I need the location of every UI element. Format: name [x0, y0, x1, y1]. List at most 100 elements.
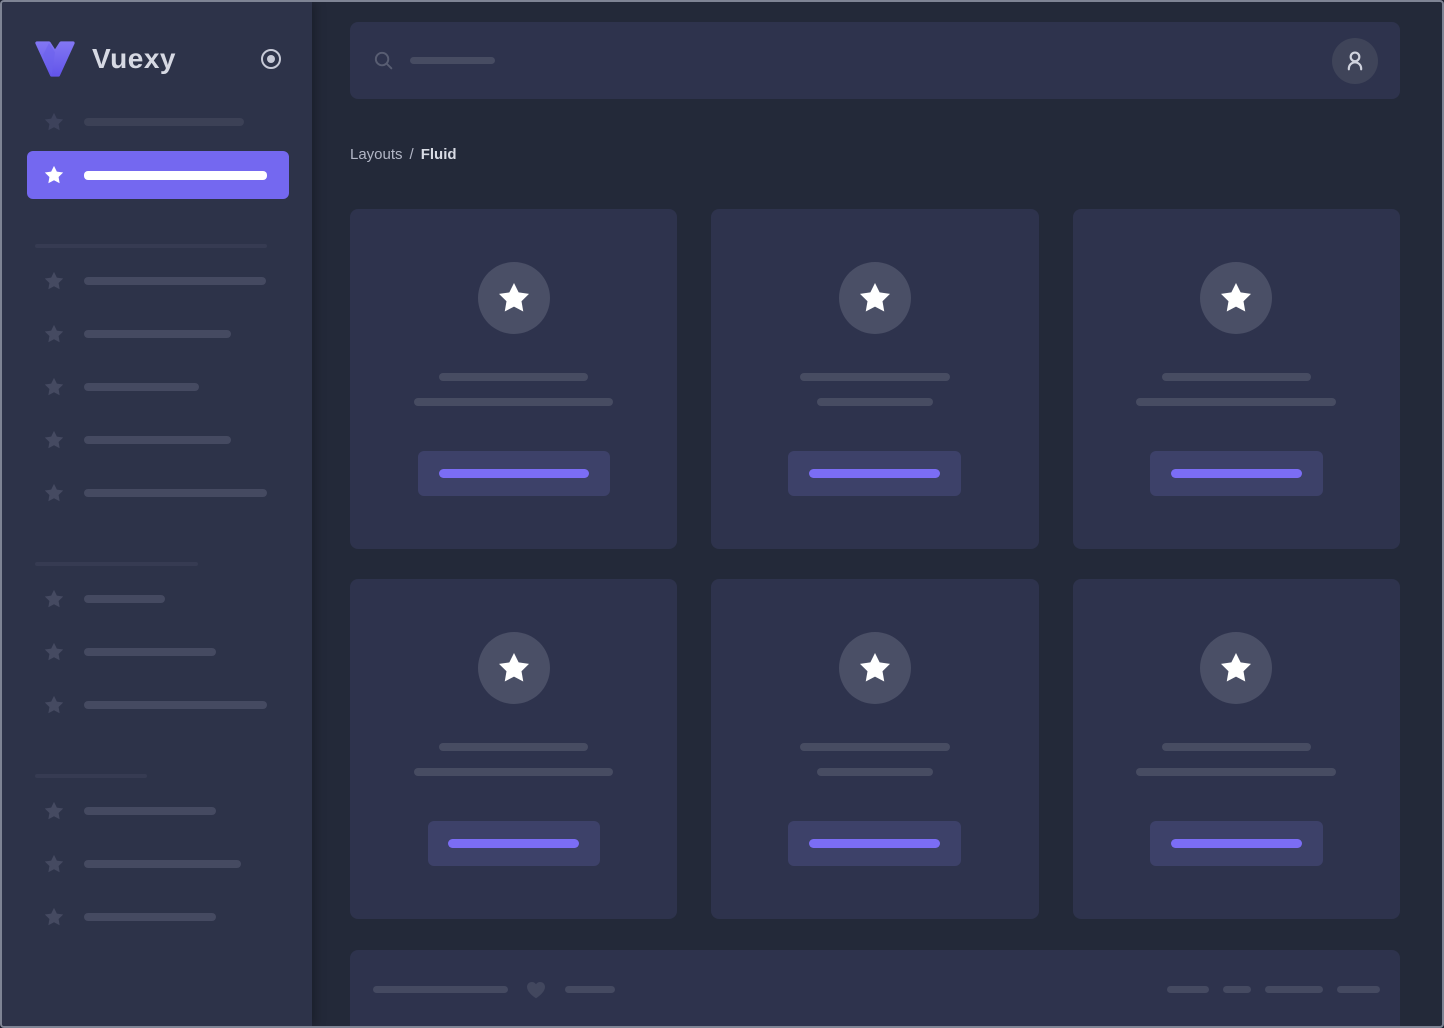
cards-grid — [350, 209, 1400, 919]
text-placeholder-line — [1136, 768, 1337, 776]
button-label-placeholder — [1170, 839, 1302, 848]
action-button[interactable] — [788, 821, 962, 866]
menu-label-placeholder — [84, 860, 241, 868]
star-icon — [43, 641, 65, 663]
footer — [350, 950, 1400, 1026]
star-icon — [43, 323, 65, 345]
sidebar-item[interactable] — [27, 469, 289, 517]
text-placeholder-line — [1161, 743, 1311, 751]
heart-icon — [523, 977, 549, 1001]
main-content: Layouts / Fluid — [312, 2, 1442, 1026]
sidebar-item[interactable] — [27, 98, 289, 146]
sidebar-item[interactable] — [27, 628, 289, 676]
star-icon — [43, 482, 65, 504]
menu-label-placeholder — [84, 383, 199, 391]
star-icon — [43, 906, 65, 928]
star-icon — [43, 694, 65, 716]
footer-text-placeholder — [373, 985, 508, 993]
text-placeholder-line — [799, 743, 950, 751]
menu-label-placeholder — [84, 648, 216, 656]
sidebar-item[interactable] — [27, 840, 289, 888]
content-card — [350, 209, 678, 549]
button-label-placeholder — [809, 469, 941, 478]
menu-label-placeholder — [84, 913, 216, 921]
menu-label-placeholder — [84, 118, 244, 126]
content-card — [1072, 209, 1400, 549]
action-button[interactable] — [1149, 821, 1323, 866]
sidebar-section-divider — [35, 562, 198, 566]
text-placeholder-line — [1161, 373, 1311, 381]
footer-link-placeholder — [1265, 985, 1323, 993]
app-name: Vuexy — [92, 43, 176, 74]
menu-label-placeholder — [84, 330, 231, 338]
footer-credits — [373, 977, 615, 1001]
action-button[interactable] — [417, 451, 610, 496]
sidebar-header: Vuexy — [2, 2, 312, 78]
action-button[interactable] — [427, 821, 600, 866]
sidebar-item[interactable] — [27, 310, 289, 358]
breadcrumb-current: Fluid — [420, 146, 457, 163]
breadcrumb-parent[interactable]: Layouts — [350, 146, 403, 163]
button-label-placeholder — [448, 839, 580, 848]
sidebar-item[interactable] — [27, 257, 289, 305]
action-button[interactable] — [788, 451, 962, 496]
star-icon — [43, 429, 65, 451]
menu-label-placeholder — [84, 436, 231, 444]
text-placeholder-line — [414, 768, 614, 776]
sidebar-item[interactable] — [27, 575, 289, 623]
button-label-placeholder — [438, 469, 589, 478]
menu-label-placeholder — [84, 701, 267, 709]
menu-label-placeholder — [84, 807, 216, 815]
content-card — [711, 209, 1039, 549]
sidebar-item[interactable] — [27, 363, 289, 411]
star-icon — [43, 800, 65, 822]
content-card — [1072, 579, 1400, 919]
content-card — [350, 579, 678, 919]
sidebar: Vuexy — [2, 2, 312, 1026]
star-avatar — [838, 632, 911, 704]
star-avatar — [477, 262, 550, 334]
menu-label-placeholder — [84, 277, 266, 285]
sidebar-section-divider — [35, 774, 147, 778]
button-label-placeholder — [1170, 469, 1302, 478]
text-placeholder-line — [816, 768, 933, 776]
top-navbar — [350, 22, 1400, 99]
sidebar-item[interactable] — [27, 416, 289, 464]
user-icon — [1347, 50, 1363, 70]
star-avatar — [838, 262, 911, 334]
vuexy-logo-icon — [35, 40, 75, 78]
text-placeholder-line — [414, 398, 614, 406]
footer-link-placeholder — [1337, 985, 1380, 993]
text-placeholder-line — [439, 373, 589, 381]
star-avatar — [1200, 262, 1273, 334]
sidebar-item-active[interactable] — [27, 151, 289, 199]
star-icon — [43, 270, 65, 292]
sidebar-menu — [2, 98, 312, 941]
action-button[interactable] — [1149, 451, 1323, 496]
star-icon — [43, 376, 65, 398]
sidebar-item[interactable] — [27, 893, 289, 941]
sidebar-pin-toggle-icon[interactable] — [259, 47, 283, 71]
user-avatar-button[interactable] — [1332, 37, 1378, 84]
footer-links — [1167, 985, 1380, 993]
text-placeholder-line — [439, 743, 589, 751]
star-avatar — [1200, 632, 1273, 704]
text-placeholder-line — [816, 398, 933, 406]
menu-label-placeholder — [84, 489, 267, 497]
star-icon — [43, 164, 65, 186]
star-icon — [43, 853, 65, 875]
star-icon — [43, 588, 65, 610]
sidebar-item[interactable] — [27, 681, 289, 729]
text-placeholder-line — [1136, 398, 1337, 406]
sidebar-section-divider — [35, 244, 267, 248]
breadcrumb-separator: / — [409, 146, 414, 163]
search-input-placeholder[interactable] — [410, 57, 495, 64]
sidebar-item[interactable] — [27, 787, 289, 835]
button-label-placeholder — [809, 839, 941, 848]
text-placeholder-line — [799, 373, 950, 381]
content-card — [711, 579, 1039, 919]
footer-link-placeholder — [1223, 985, 1251, 993]
menu-label-placeholder — [84, 595, 165, 603]
menu-label-placeholder — [84, 170, 267, 180]
